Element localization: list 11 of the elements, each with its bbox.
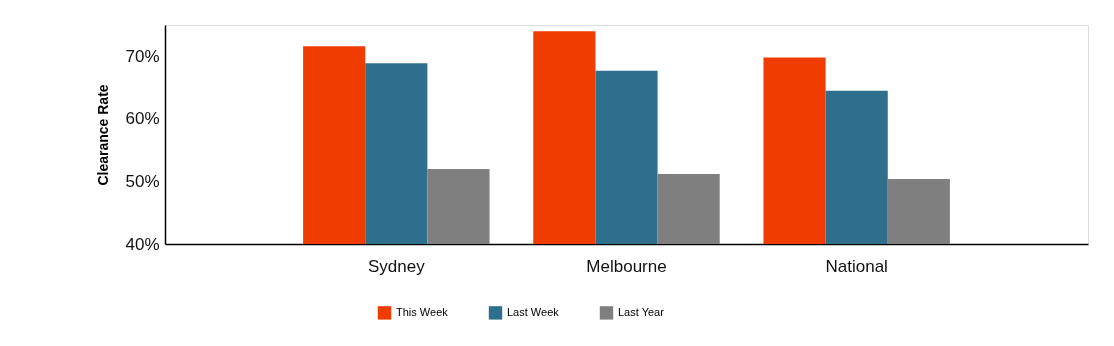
legend-label: This Week: [396, 305, 449, 318]
y-tick-label: 40%: [125, 234, 160, 254]
y-tick-label: 60%: [125, 109, 160, 129]
legend-label: Last Week: [507, 305, 560, 318]
y-tick-label: 50%: [125, 171, 160, 191]
y-axis-title: Clearance Rate: [95, 84, 112, 186]
x-tick-label: National: [825, 256, 888, 276]
x-tick-label: Sydney: [367, 256, 426, 276]
legend-label: Last Year: [618, 305, 665, 318]
x-tick-label: Melbourne: [586, 256, 667, 276]
y-tick-label: 70%: [125, 46, 160, 66]
